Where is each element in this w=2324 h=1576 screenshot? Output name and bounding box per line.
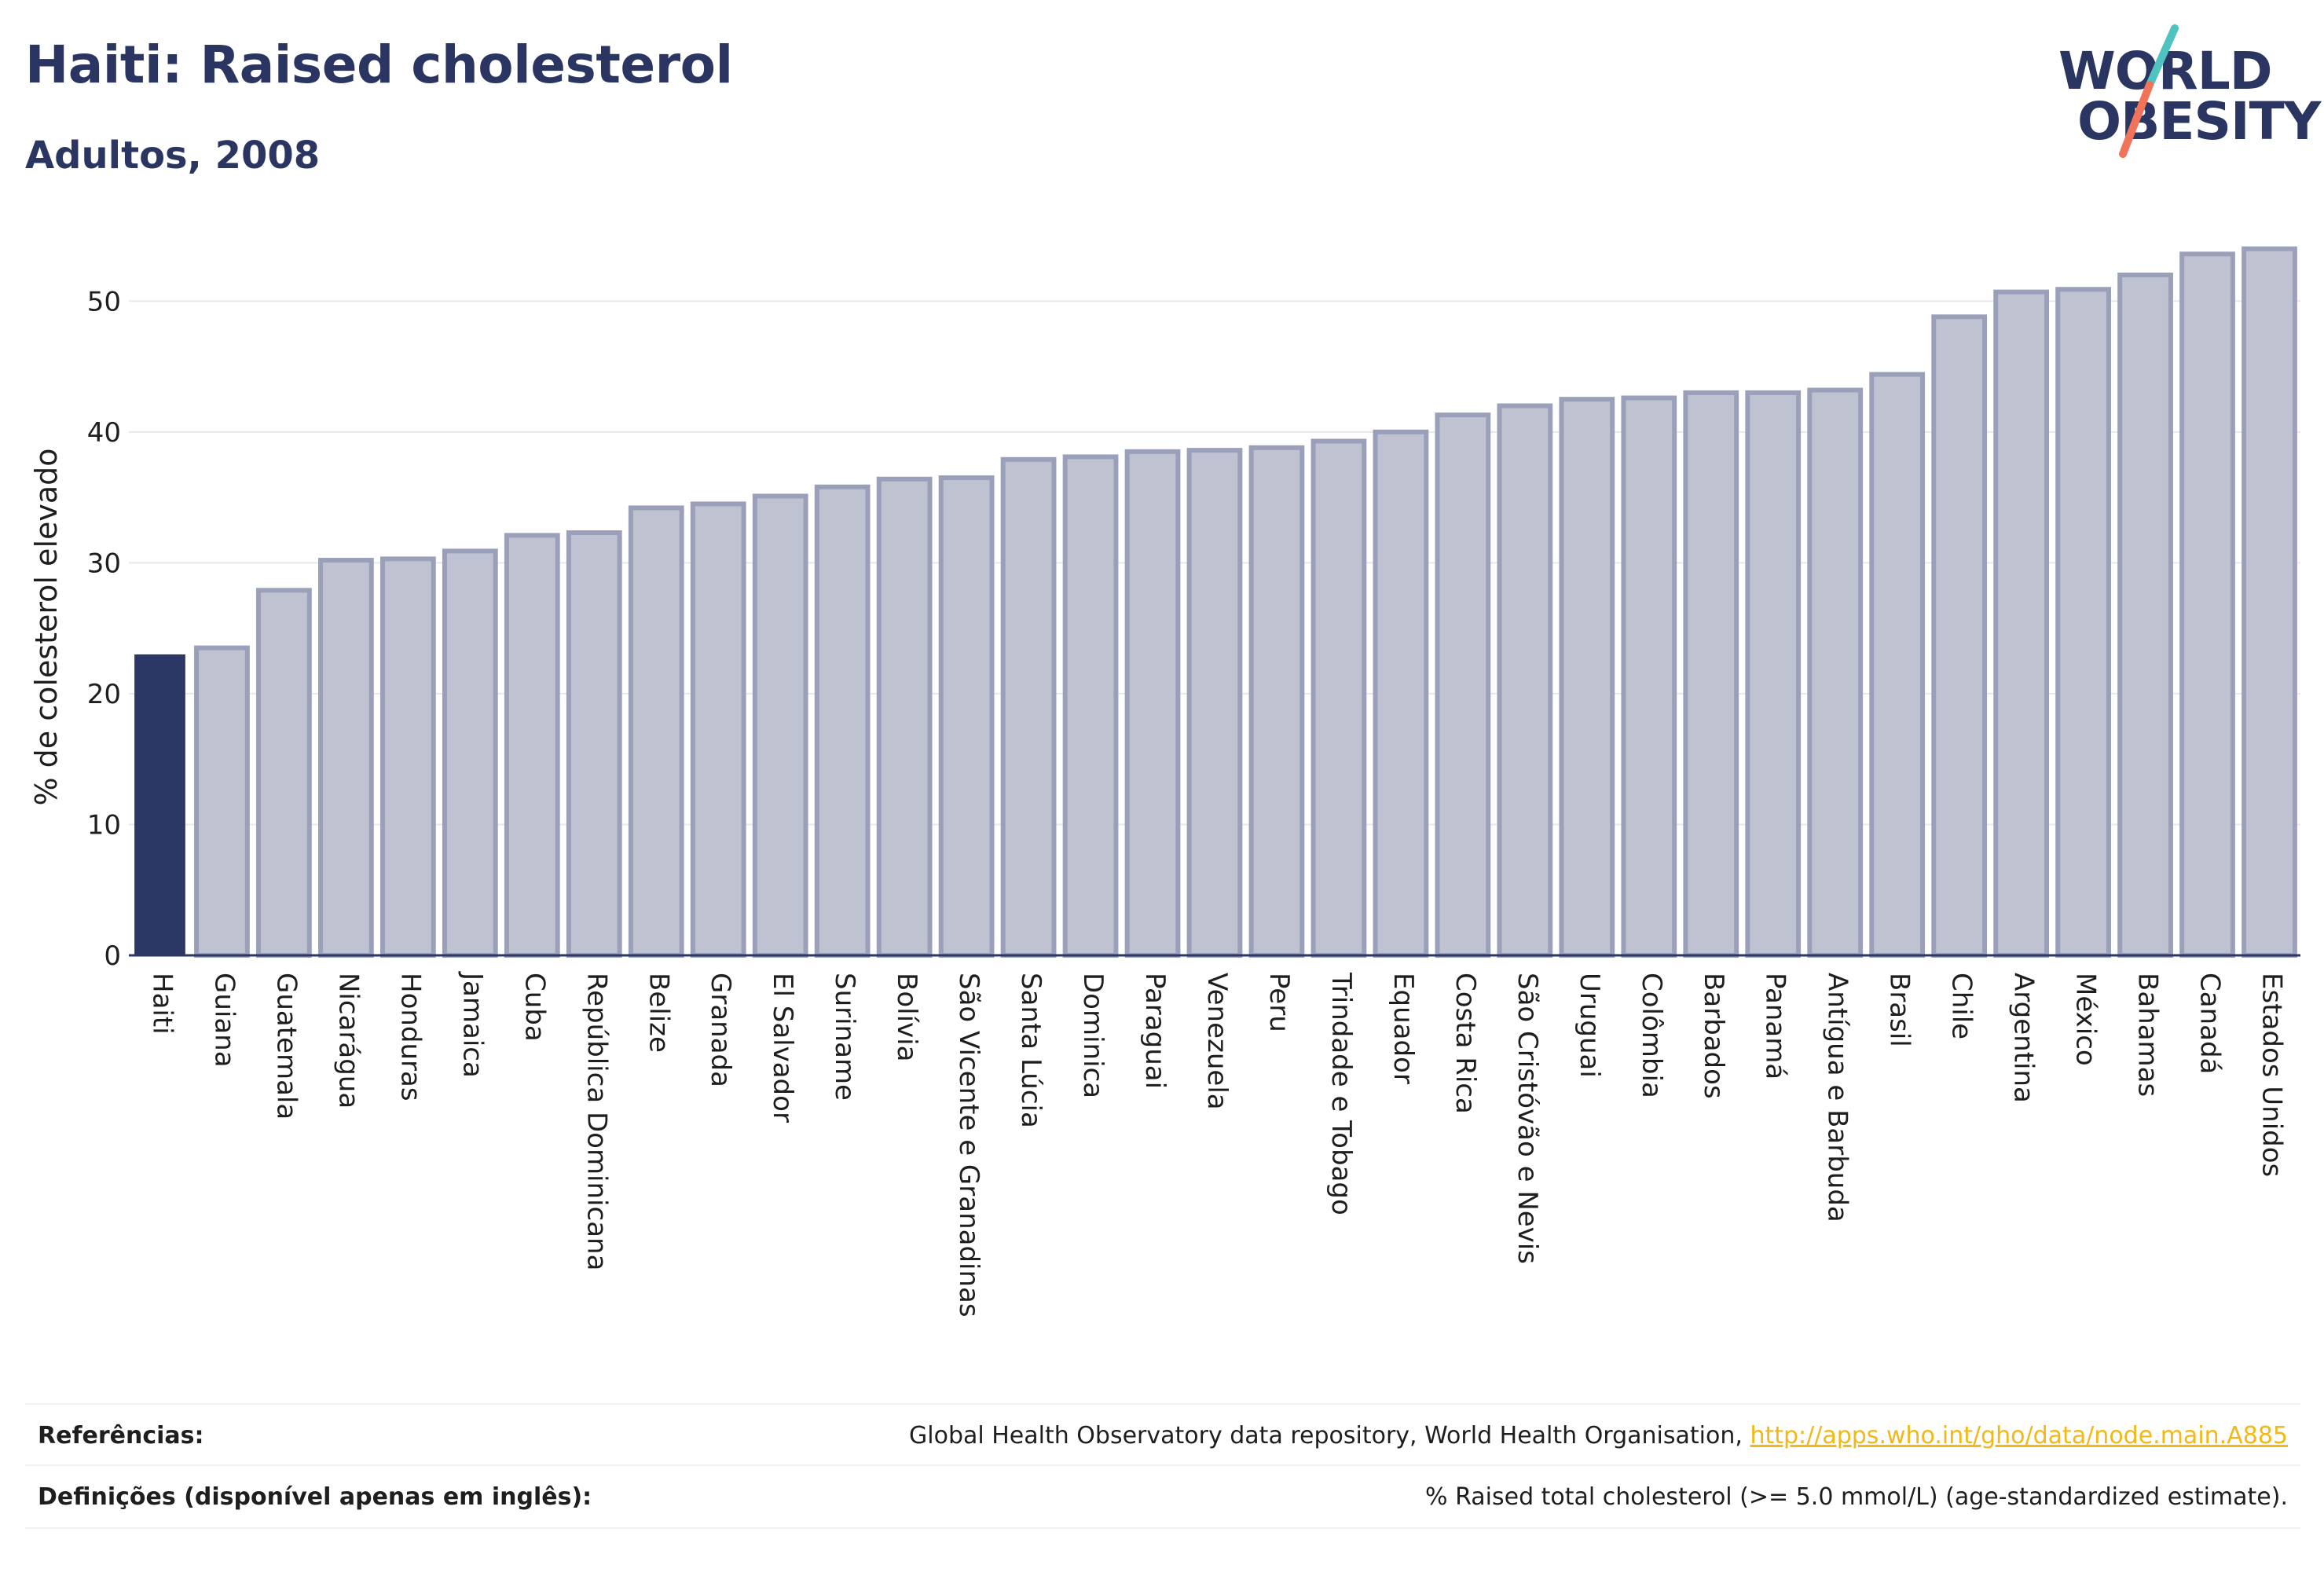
bar-col-mbia[interactable] <box>1621 395 1677 958</box>
chart-title: Haiti: Raised cholesterol <box>25 35 733 95</box>
bar-argentina[interactable] <box>1993 289 2050 958</box>
x-tick-label: Nicarágua <box>332 973 364 1109</box>
bar-dominica[interactable] <box>1062 454 1119 958</box>
x-tick-label: Bahamas <box>2132 973 2164 1097</box>
bar-haiti[interactable] <box>134 654 185 955</box>
bar-jamaica[interactable] <box>442 548 498 958</box>
references-value: Global Health Observatory data repositor… <box>909 1422 2288 1450</box>
bar-barbados[interactable] <box>1683 390 1739 958</box>
x-tick-label: Santa Lúcia <box>1015 973 1047 1128</box>
bar-trindade-e-tobago[interactable] <box>1310 438 1367 958</box>
y-tick-label: 30 <box>87 548 121 579</box>
bar-brasil[interactable] <box>1869 372 1926 958</box>
bar-chart: 0 10 20 30 40 50 % de colesterol elevado Haiti G… <box>29 246 2300 1318</box>
y-tick-label: 20 <box>87 679 121 710</box>
y-tick-label: 40 <box>87 417 121 449</box>
logo-text-obesity: OBESITY <box>2077 91 2321 152</box>
x-tick-label: Venezuela <box>1201 973 1233 1110</box>
definitions-row: Definições (disponível apenas em inglês)… <box>25 1464 2300 1527</box>
x-tick-label: Canadá <box>2194 973 2226 1074</box>
bar-uruguai[interactable] <box>1559 397 1615 958</box>
bar-chile[interactable] <box>1931 314 1988 958</box>
x-tick-label: Antígua e Barbuda <box>1822 973 1853 1222</box>
y-tick-label: 0 <box>104 940 121 972</box>
x-tick-label: Trindade e Tobago <box>1325 972 1357 1215</box>
bar-paraguai[interactable] <box>1124 449 1181 958</box>
footer-divider <box>25 1527 2300 1529</box>
bars <box>134 246 2297 958</box>
x-tick-label: Equador <box>1387 973 1419 1084</box>
bar-ant-gua-e-barbuda[interactable] <box>1807 387 1864 958</box>
x-tick-label: Chile <box>1946 973 1978 1039</box>
x-tick-label: Belize <box>643 973 674 1053</box>
y-tick-label: 10 <box>87 809 121 841</box>
definitions-value: % Raised total cholesterol (>= 5.0 mmol/… <box>1425 1483 2288 1511</box>
x-tick-label: Haiti <box>146 973 178 1035</box>
x-tick-label: Guatemala <box>270 973 302 1120</box>
bar-equador[interactable] <box>1373 429 1429 958</box>
references-row: Referências: Global Health Observatory d… <box>25 1403 2300 1466</box>
x-tick-label: Peru <box>1263 973 1295 1032</box>
definitions-label: Definições (disponível apenas em inglês)… <box>38 1483 592 1511</box>
x-tick-label: São Vicente e Granadinas <box>953 973 984 1318</box>
x-tick-label: Panamá <box>1760 973 1791 1079</box>
x-tick-label: Jamaica <box>456 971 488 1078</box>
bar-panam-[interactable] <box>1745 390 1802 958</box>
x-tick-label: Barbados <box>1698 973 1729 1099</box>
x-tick-label: Argentina <box>2008 973 2040 1103</box>
x-tick-label: Dominica <box>1077 973 1109 1098</box>
bar-honduras[interactable] <box>379 556 436 958</box>
x-tick-label: Paraguai <box>1139 973 1171 1089</box>
y-axis-title: % de colesterol elevado <box>29 448 64 805</box>
bar-m-xico[interactable] <box>2055 287 2111 958</box>
x-tick-label: Guiana <box>208 973 240 1068</box>
bar-nicar-gua[interactable] <box>318 558 374 958</box>
y-tick-label: 50 <box>87 286 121 317</box>
chart-subtitle: Adultos, 2008 <box>25 134 321 178</box>
bar-el-salvador[interactable] <box>752 493 808 958</box>
world-obesity-logo[interactable]: WORLD OBESITY <box>2043 24 2321 165</box>
x-tick-label: Estados Unidos <box>2256 973 2288 1177</box>
bar-canad-[interactable] <box>2179 251 2235 958</box>
bar-cuba[interactable] <box>504 533 560 958</box>
references-text: Global Health Observatory data repositor… <box>909 1422 1750 1450</box>
bar-costa-rica[interactable] <box>1435 412 1491 958</box>
bar-santa-l-cia[interactable] <box>1000 456 1057 958</box>
x-tick-label: Honduras <box>394 973 426 1101</box>
logo-slash-icon <box>2119 24 2179 158</box>
bar-s-o-crist-v-o-e-nevis[interactable] <box>1497 403 1553 958</box>
bar-suriname[interactable] <box>814 484 871 958</box>
x-tick-label: Granada <box>705 973 736 1087</box>
references-link[interactable]: http://apps.who.int/gho/data/node.main.A… <box>1750 1422 2288 1450</box>
x-tick-label: República Dominicana <box>581 973 612 1270</box>
axis-labels: 0 10 20 30 40 50 % de colesterol elevado Haiti G… <box>29 286 2288 1317</box>
x-tick-label: São Cristóvão e Nevis <box>1512 973 1543 1264</box>
bar-rep-blica-dominicana[interactable] <box>566 530 622 958</box>
x-tick-label: Bolívia <box>891 973 922 1061</box>
bar-estados-unidos[interactable] <box>2242 246 2297 958</box>
x-tick-label: México <box>2070 973 2102 1066</box>
bar-bol-via[interactable] <box>876 476 933 958</box>
bar-peru[interactable] <box>1248 445 1305 958</box>
x-tick-label: Cuba <box>519 973 550 1042</box>
x-tick-label: Suriname <box>829 973 860 1101</box>
bar-s-o-vicente-e-granadinas[interactable] <box>938 475 995 958</box>
x-tick-label: Brasil <box>1884 973 1915 1047</box>
x-tick-label: El Salvador <box>767 973 798 1123</box>
x-tick-label: Colômbia <box>1636 973 1667 1098</box>
bar-bahamas[interactable] <box>2117 272 2173 958</box>
references-label: Referências: <box>38 1422 204 1450</box>
x-tick-label: Uruguai <box>1574 973 1605 1078</box>
bar-granada[interactable] <box>690 501 746 958</box>
x-tick-label: Costa Rica <box>1450 973 1481 1114</box>
bar-guatemala[interactable] <box>256 588 312 958</box>
bar-belize[interactable] <box>628 505 684 958</box>
bar-venezuela[interactable] <box>1186 448 1243 958</box>
bar-guiana[interactable] <box>194 645 250 958</box>
